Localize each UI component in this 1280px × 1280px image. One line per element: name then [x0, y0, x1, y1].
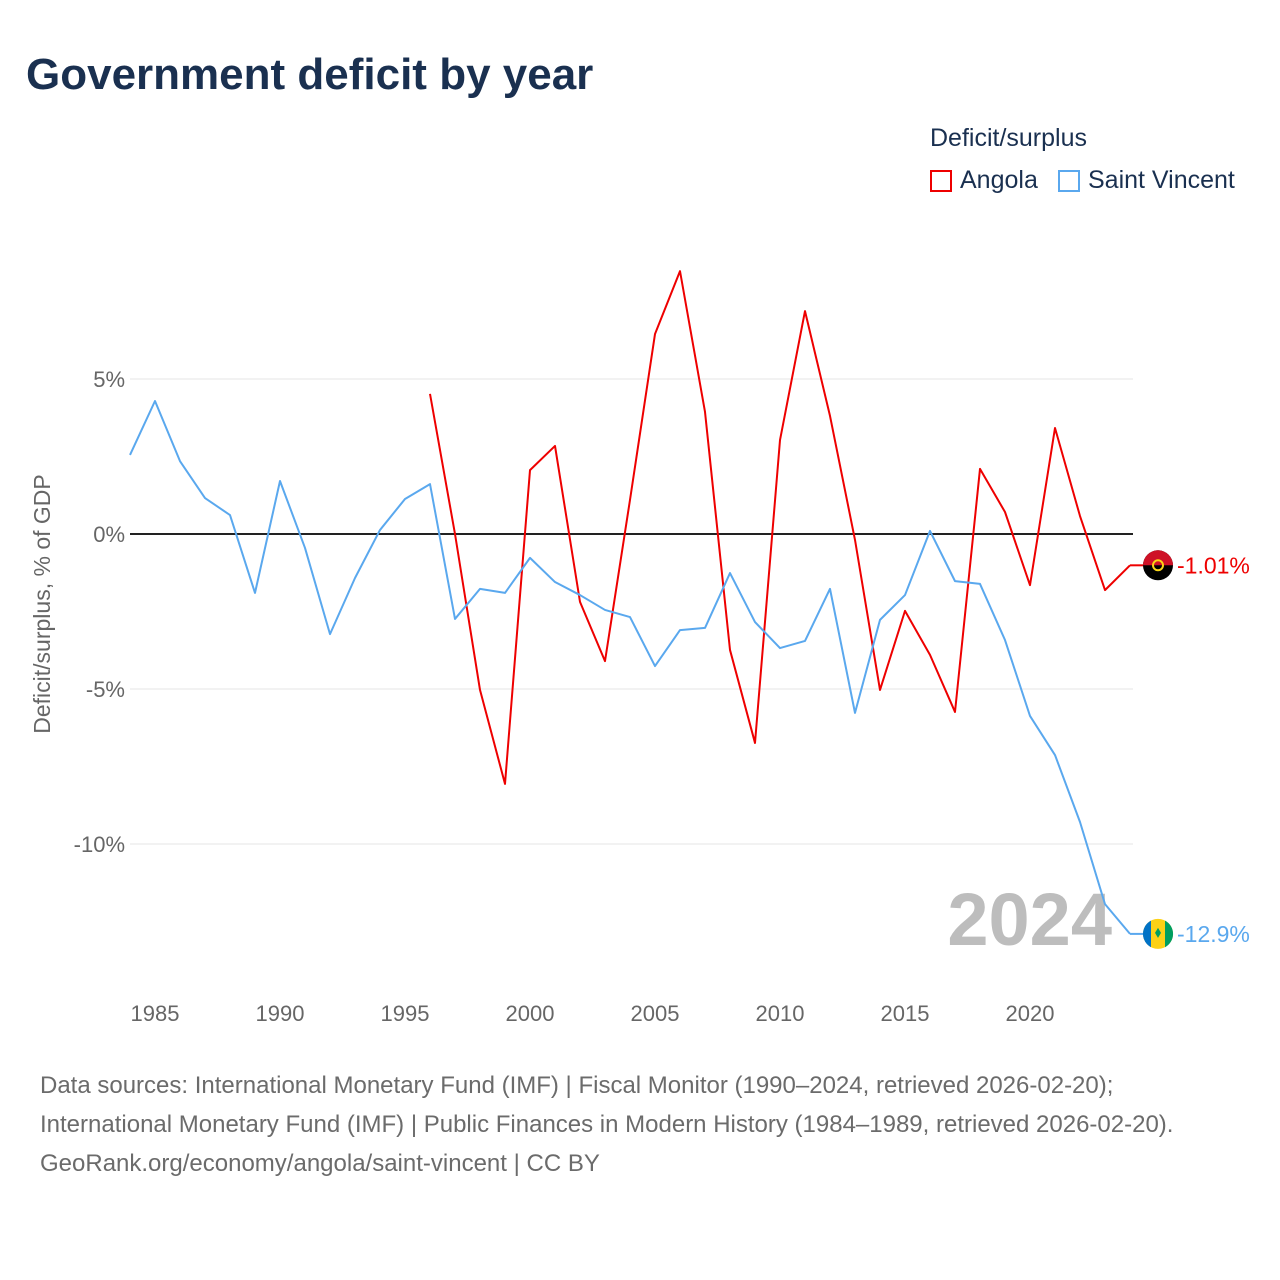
y-tick-label: 5% [93, 367, 125, 392]
end-value-label: -1.01% [1177, 552, 1250, 578]
x-tick-label: 2015 [881, 1001, 930, 1026]
legend-item-saint-vincent[interactable]: Saint Vincent [1058, 166, 1235, 195]
x-tick-label: 2000 [506, 1001, 555, 1026]
legend-label: Saint Vincent [1088, 166, 1235, 194]
end-value-label: -12.9% [1177, 921, 1250, 947]
angola-emblem [1152, 559, 1164, 572]
y-axis-label: Deficit/surplus, % of GDP [29, 474, 55, 733]
x-tick-label: 2005 [631, 1001, 680, 1026]
x-tick-label: 2020 [1006, 1001, 1055, 1026]
year-watermark: 2024 [947, 878, 1112, 961]
series-line-saint-vincent [129, 400, 1131, 935]
legend-item-angola[interactable]: Angola [930, 166, 1038, 195]
legend-swatch-saint-vincent [1058, 169, 1080, 192]
attribution-link[interactable]: GeoRank.org/economy/angola/saint-vincent… [40, 1150, 600, 1177]
series-line-angola [429, 270, 1131, 785]
legend-swatch-angola [930, 169, 952, 192]
saint-vincent-diamonds [1155, 927, 1161, 938]
legend-label: Angola [960, 166, 1038, 194]
x-tick-label: 1985 [131, 1001, 180, 1026]
data-sources: Data sources: International Monetary Fun… [40, 1072, 1174, 1138]
saint-vincent-flag-green [1165, 920, 1174, 948]
y-tick-label: -5% [86, 677, 125, 702]
saint-vincent-flag-blue [1142, 920, 1151, 948]
legend-title: Deficit/surplus [930, 124, 1087, 152]
sources-note: Data sources: International Monetary Fun… [40, 1066, 1240, 1183]
line-chart: 5% 0% -5% -10% 1985 1990 1995 2000 2005 2010 2015 2… [29, 270, 1250, 1026]
x-tick-label: 1995 [381, 1001, 430, 1026]
x-tick-label: 2010 [756, 1001, 805, 1026]
y-tick-label: -10% [74, 832, 125, 857]
y-tick-label: 0% [93, 522, 125, 547]
angola-flag-red [1143, 550, 1173, 566]
x-tick-label: 1990 [256, 1001, 305, 1026]
chart-title: Government deficit by year [26, 50, 594, 99]
